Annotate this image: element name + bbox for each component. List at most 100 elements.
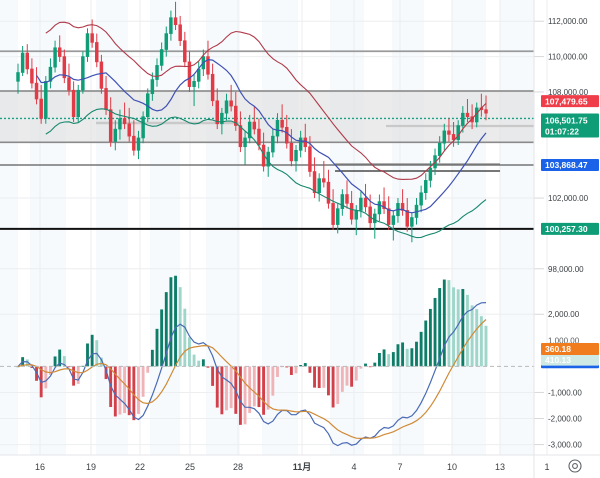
- candle-body[interactable]: [340, 194, 345, 209]
- candle-body[interactable]: [271, 135, 275, 153]
- macd-histogram-bar[interactable]: [313, 366, 316, 388]
- macd-histogram-bar[interactable]: [387, 354, 391, 367]
- macd-histogram-bar[interactable]: [150, 349, 154, 367]
- candle-body[interactable]: [71, 89, 76, 118]
- candle-body[interactable]: [187, 61, 192, 87]
- macd-histogram-bar[interactable]: [262, 366, 266, 415]
- macd-histogram-bar[interactable]: [90, 334, 94, 367]
- macd-histogram-bar[interactable]: [169, 277, 173, 367]
- macd-histogram-bar[interactable]: [410, 348, 414, 367]
- macd-histogram-bar[interactable]: [104, 366, 108, 380]
- candle-body[interactable]: [155, 65, 159, 80]
- candle-body[interactable]: [252, 121, 257, 130]
- macd-histogram-bar[interactable]: [289, 366, 293, 375]
- candle-body[interactable]: [349, 203, 354, 220]
- candle-body[interactable]: [206, 56, 210, 75]
- candle-body[interactable]: [382, 201, 386, 209]
- support-price-badge-bg[interactable]: [541, 159, 599, 172]
- macd-histogram-bar[interactable]: [428, 308, 432, 367]
- macd-histogram-bar[interactable]: [303, 363, 307, 367]
- macd-axis-labels[interactable]: 2,000.00 -1,000.00 -2,000.00 -3,000.00 1,000…: [534, 310, 582, 450]
- macd-histogram-bar[interactable]: [331, 366, 335, 408]
- macd-histogram-bar[interactable]: [461, 288, 465, 367]
- macd-histogram-bar[interactable]: [67, 366, 71, 368]
- macd-histogram-bar[interactable]: [229, 366, 233, 409]
- macd-histogram-badge[interactable]: 410.13: [541, 353, 599, 366]
- settings-icon-outer[interactable]: [568, 459, 582, 473]
- macd-histogram-bar[interactable]: [137, 366, 140, 414]
- candle-body[interactable]: [447, 130, 451, 135]
- macd-histogram-bar[interactable]: [271, 366, 275, 396]
- macd-histogram-bar[interactable]: [164, 292, 168, 367]
- candle-body[interactable]: [127, 123, 131, 137]
- macd-histogram-bar[interactable]: [294, 366, 298, 374]
- candle-body[interactable]: [169, 17, 173, 34]
- settings-icon-inner[interactable]: [572, 463, 578, 469]
- macd-histogram-bar[interactable]: [327, 366, 330, 396]
- candle-body[interactable]: [400, 203, 405, 211]
- candle-body[interactable]: [442, 130, 447, 144]
- macd-histogram-bar[interactable]: [336, 366, 340, 405]
- macd-histogram-bar[interactable]: [405, 348, 409, 367]
- candle-body[interactable]: [289, 142, 294, 162]
- macd-histogram-bar[interactable]: [201, 359, 205, 367]
- candle-body[interactable]: [298, 137, 303, 151]
- macd-histogram-bar[interactable]: [466, 294, 469, 367]
- macd-histogram-bar[interactable]: [206, 366, 210, 368]
- candle-body[interactable]: [34, 82, 39, 100]
- macd-histogram-bar[interactable]: [276, 366, 279, 377]
- candle-body[interactable]: [196, 68, 201, 82]
- macd-histogram-bar[interactable]: [364, 363, 367, 367]
- macd-histogram-bar[interactable]: [438, 288, 442, 367]
- candle-body[interactable]: [67, 77, 71, 91]
- macd-histogram-bar[interactable]: [248, 366, 252, 413]
- macd-histogram-bar[interactable]: [44, 366, 48, 389]
- candle-body[interactable]: [39, 98, 43, 119]
- macd-histogram-bar[interactable]: [118, 366, 122, 415]
- candle-body[interactable]: [354, 210, 358, 220]
- candle-body[interactable]: [48, 66, 53, 82]
- macd-histogram-bar[interactable]: [266, 366, 270, 410]
- macd-histogram-bar[interactable]: [475, 309, 479, 367]
- candle-body[interactable]: [312, 171, 317, 194]
- macd-histogram-bar[interactable]: [220, 366, 224, 415]
- candle-body[interactable]: [76, 89, 80, 118]
- candle-body[interactable]: [229, 100, 233, 107]
- macd-histogram-bar[interactable]: [308, 366, 312, 373]
- macd-histogram-badge-bg[interactable]: [541, 353, 599, 366]
- macd-histogram-bar[interactable]: [238, 366, 242, 425]
- candle-body[interactable]: [16, 72, 20, 82]
- candle-body[interactable]: [451, 134, 456, 140]
- price-axis-labels[interactable]: 112,000.00 110,000.00 108,000.00 102,000.00…: [534, 17, 589, 274]
- macd-histogram-bar[interactable]: [299, 365, 303, 367]
- candle-body[interactable]: [243, 137, 247, 148]
- candle-body[interactable]: [238, 125, 243, 148]
- candle-body[interactable]: [285, 127, 289, 144]
- macd-histogram-bar[interactable]: [215, 366, 219, 408]
- macd-histogram-bar[interactable]: [340, 366, 344, 392]
- candle-body[interactable]: [377, 201, 382, 215]
- candle-body[interactable]: [173, 17, 178, 26]
- macd-histogram-bar[interactable]: [368, 366, 372, 368]
- macd-histogram-bar[interactable]: [257, 366, 261, 408]
- candle-body[interactable]: [437, 142, 442, 156]
- macd-histogram-bar[interactable]: [456, 289, 460, 367]
- low-price-badge[interactable]: 100,257.30: [541, 222, 599, 235]
- candle-body[interactable]: [234, 105, 238, 126]
- macd-histogram-bar[interactable]: [155, 328, 159, 367]
- date-axis-labels[interactable]: 16 19 22 25 28 11月 4 7 10 13 1: [35, 462, 550, 472]
- candle-body[interactable]: [159, 49, 164, 66]
- macd-histogram-bar[interactable]: [174, 275, 177, 367]
- candle-body[interactable]: [141, 116, 145, 139]
- macd-histogram-bar[interactable]: [72, 366, 76, 386]
- macd-histogram-bar[interactable]: [484, 325, 488, 367]
- candle-body[interactable]: [331, 203, 335, 225]
- candle-body[interactable]: [335, 208, 340, 225]
- candle-body[interactable]: [30, 68, 34, 84]
- candle-body[interactable]: [57, 47, 62, 57]
- macd-histogram-bar[interactable]: [419, 331, 423, 367]
- macd-histogram-bar[interactable]: [123, 366, 127, 414]
- candle-body[interactable]: [257, 128, 261, 146]
- candle-body[interactable]: [317, 178, 321, 194]
